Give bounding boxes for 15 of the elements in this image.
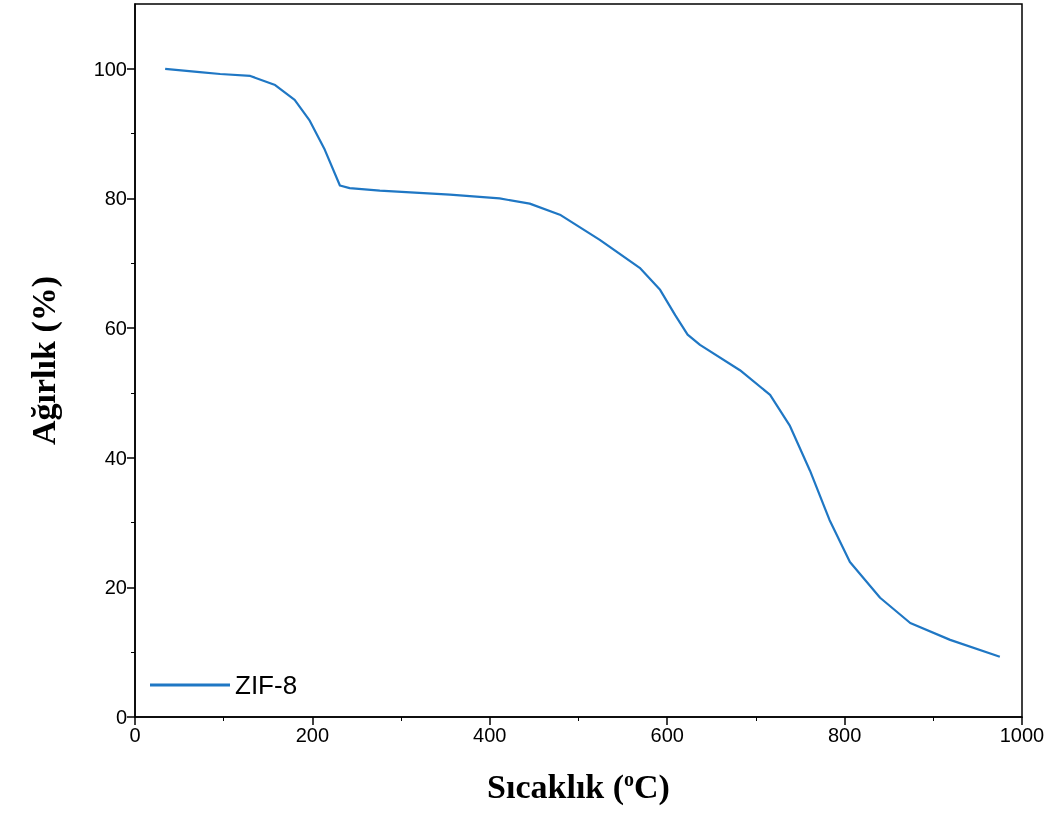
y-tick-label: 0 <box>115 706 127 728</box>
y-axis-title: Ağırlık (%) <box>24 275 63 446</box>
legend-label: ZIF-8 <box>235 670 298 700</box>
y-tick-label: 60 <box>104 317 127 340</box>
x-tick-label: 400 <box>473 724 507 746</box>
y-tick-label: 40 <box>104 446 127 469</box>
x-tick-label: 800 <box>827 724 862 746</box>
line-series <box>164 67 1001 658</box>
x-tick-label: 200 <box>295 724 330 746</box>
x-tick-label: 1000 <box>999 724 1045 746</box>
x-tick-label: 0 <box>129 724 141 746</box>
y-tick-label: 20 <box>104 576 127 599</box>
x-tick-label: 600 <box>650 724 684 746</box>
y-tick-label: 80 <box>104 187 127 210</box>
y-tick-label: 100 <box>93 57 127 80</box>
